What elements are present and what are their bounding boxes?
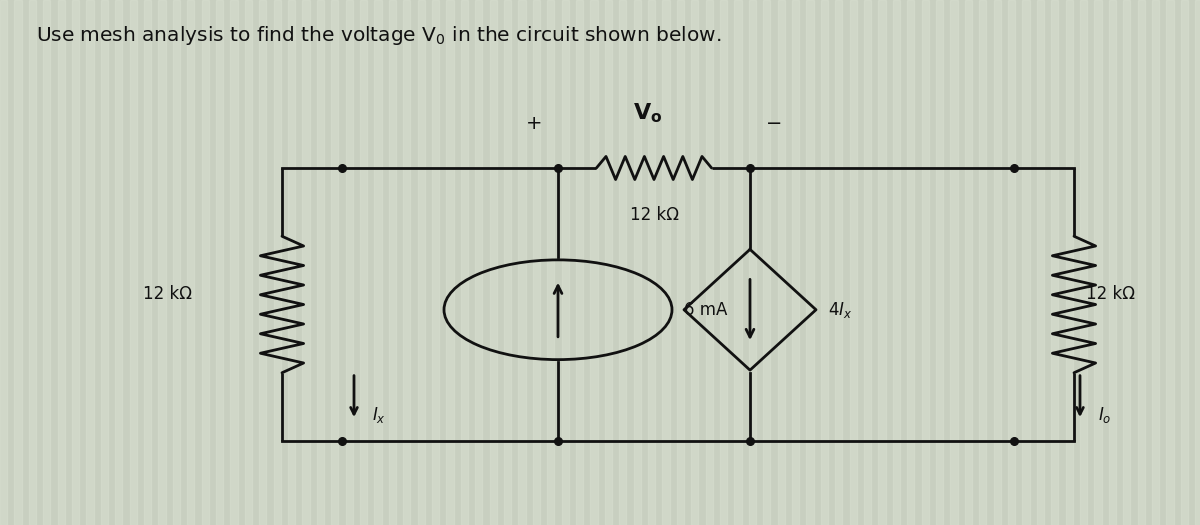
Bar bbox=[374, 0, 382, 525]
Bar bbox=[1166, 0, 1174, 525]
Bar bbox=[979, 0, 986, 525]
Text: −: − bbox=[766, 114, 782, 133]
Bar bbox=[1051, 0, 1058, 525]
Bar bbox=[173, 0, 180, 525]
Text: 6 mA: 6 mA bbox=[684, 301, 727, 319]
Bar bbox=[101, 0, 108, 525]
Bar bbox=[950, 0, 958, 525]
Bar bbox=[274, 0, 281, 525]
Bar bbox=[475, 0, 482, 525]
Bar bbox=[432, 0, 439, 525]
Bar bbox=[216, 0, 223, 525]
Bar bbox=[821, 0, 828, 525]
Bar bbox=[806, 0, 814, 525]
Bar bbox=[576, 0, 583, 525]
Bar bbox=[403, 0, 410, 525]
Bar bbox=[1008, 0, 1015, 525]
Bar bbox=[533, 0, 540, 525]
Bar bbox=[850, 0, 857, 525]
Bar bbox=[43, 0, 50, 525]
Bar bbox=[158, 0, 166, 525]
Bar bbox=[346, 0, 353, 525]
Bar bbox=[389, 0, 396, 525]
Bar bbox=[763, 0, 770, 525]
Bar bbox=[130, 0, 137, 525]
Bar bbox=[634, 0, 641, 525]
Bar bbox=[648, 0, 655, 525]
Bar bbox=[1123, 0, 1130, 525]
Bar bbox=[677, 0, 684, 525]
Bar bbox=[965, 0, 972, 525]
Bar bbox=[187, 0, 194, 525]
Text: 12 kΩ: 12 kΩ bbox=[1086, 285, 1135, 303]
Bar bbox=[893, 0, 900, 525]
Bar bbox=[619, 0, 626, 525]
Text: $I_o$: $I_o$ bbox=[1098, 405, 1111, 425]
Bar bbox=[446, 0, 454, 525]
Bar bbox=[691, 0, 698, 525]
Text: 12 kΩ: 12 kΩ bbox=[143, 285, 192, 303]
Bar bbox=[994, 0, 1001, 525]
Bar bbox=[878, 0, 886, 525]
Bar bbox=[706, 0, 713, 525]
Bar bbox=[518, 0, 526, 525]
Bar bbox=[331, 0, 338, 525]
Bar bbox=[504, 0, 511, 525]
Bar bbox=[72, 0, 79, 525]
Bar bbox=[302, 0, 310, 525]
Bar bbox=[461, 0, 468, 525]
Text: 4$I_x$: 4$I_x$ bbox=[828, 300, 852, 320]
Bar bbox=[1195, 0, 1200, 525]
Text: $I_x$: $I_x$ bbox=[372, 405, 386, 425]
Bar bbox=[864, 0, 871, 525]
Bar bbox=[0, 0, 7, 525]
Bar bbox=[115, 0, 122, 525]
Bar bbox=[1138, 0, 1145, 525]
Bar bbox=[259, 0, 266, 525]
Bar bbox=[590, 0, 598, 525]
Bar bbox=[1152, 0, 1159, 525]
Bar bbox=[1109, 0, 1116, 525]
Text: +: + bbox=[526, 114, 542, 133]
Bar bbox=[778, 0, 785, 525]
Bar bbox=[490, 0, 497, 525]
Text: Use mesh analysis to find the voltage V$_\mathregular{0}$ in the circuit shown b: Use mesh analysis to find the voltage V$… bbox=[36, 24, 721, 47]
Bar bbox=[835, 0, 842, 525]
Text: V$_\mathregular{o}$: V$_\mathregular{o}$ bbox=[634, 101, 662, 124]
Bar bbox=[936, 0, 943, 525]
Bar bbox=[1080, 0, 1087, 525]
Bar bbox=[922, 0, 929, 525]
Bar bbox=[720, 0, 727, 525]
Bar bbox=[662, 0, 670, 525]
Bar bbox=[907, 0, 914, 525]
Bar bbox=[230, 0, 238, 525]
Bar bbox=[605, 0, 612, 525]
Bar bbox=[29, 0, 36, 525]
Bar bbox=[245, 0, 252, 525]
Bar bbox=[144, 0, 151, 525]
Bar bbox=[58, 0, 65, 525]
Bar bbox=[418, 0, 425, 525]
Bar bbox=[1094, 0, 1102, 525]
Text: 12 kΩ: 12 kΩ bbox=[630, 206, 678, 224]
Bar bbox=[562, 0, 569, 525]
Bar bbox=[547, 0, 554, 525]
Bar bbox=[1181, 0, 1188, 525]
Bar bbox=[1037, 0, 1044, 525]
Bar bbox=[202, 0, 209, 525]
Bar bbox=[749, 0, 756, 525]
Bar bbox=[288, 0, 295, 525]
Bar bbox=[317, 0, 324, 525]
Bar bbox=[14, 0, 22, 525]
Bar bbox=[734, 0, 742, 525]
Bar bbox=[792, 0, 799, 525]
Bar bbox=[360, 0, 367, 525]
Bar bbox=[1066, 0, 1073, 525]
Bar bbox=[86, 0, 94, 525]
Bar bbox=[1022, 0, 1030, 525]
